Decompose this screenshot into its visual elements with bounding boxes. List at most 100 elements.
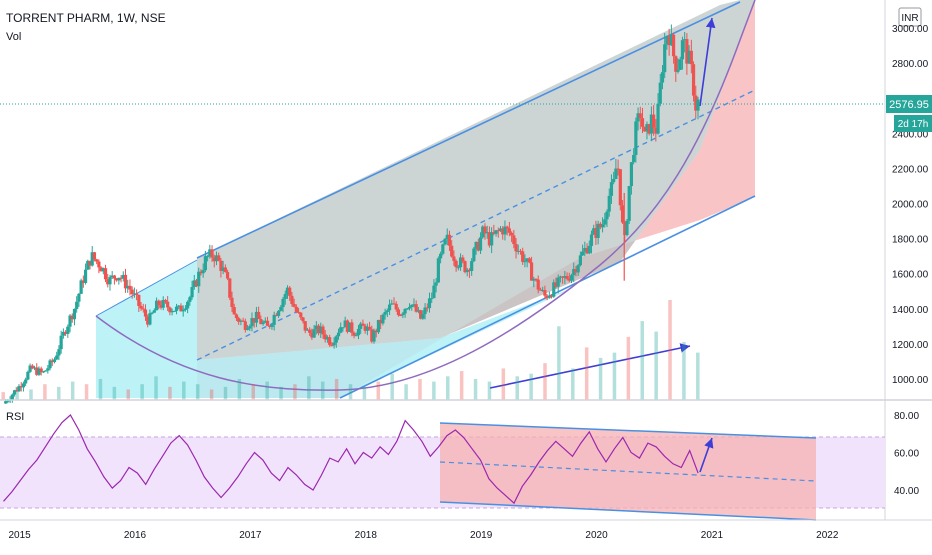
volume-bar	[279, 386, 283, 400]
price-candle	[687, 45, 691, 64]
price-candle	[487, 226, 492, 248]
price-candle	[501, 226, 505, 240]
price-candle	[447, 230, 452, 251]
price-candle	[159, 300, 163, 310]
time-tick-label: 2017	[239, 530, 262, 541]
price-candle	[328, 334, 332, 347]
price-candle	[425, 303, 429, 312]
volume-bar	[390, 373, 394, 400]
volume-bar	[293, 384, 297, 400]
price-candle	[343, 316, 347, 328]
volume-bar	[446, 376, 450, 400]
symbol-title: TORRENT PHARM, 1W, NSE	[6, 11, 166, 25]
price-candle	[558, 275, 563, 283]
price-candle	[430, 292, 434, 304]
price-candle	[292, 298, 296, 308]
price-candle	[166, 296, 170, 311]
price-candle	[387, 299, 392, 315]
price-candle	[356, 324, 361, 340]
price-candle	[126, 279, 130, 293]
last-price-tag: 2576.95 2d 17h	[886, 95, 932, 132]
price-candle	[472, 246, 476, 263]
price-candle	[569, 273, 574, 284]
price-candle	[299, 312, 303, 321]
price-candle	[170, 308, 174, 316]
price-candle	[272, 311, 276, 331]
price-candle	[115, 278, 119, 282]
price-axis-bg	[885, 0, 932, 550]
price-candle	[197, 267, 201, 293]
currency-badge[interactable]: INR	[898, 7, 922, 27]
price-candle	[234, 313, 239, 321]
candle-layer	[4, 24, 700, 404]
volume-bar	[70, 381, 75, 400]
price-candle	[658, 73, 662, 107]
price-candle	[416, 307, 421, 314]
volume-layer	[1, 300, 700, 400]
price-candle	[563, 271, 567, 285]
price-tick-label: 1800.00	[892, 235, 929, 246]
price-candle	[143, 304, 148, 321]
channel-gray-region	[197, 0, 755, 360]
price-candle	[325, 335, 330, 343]
price-candle	[689, 39, 693, 74]
price-candle	[257, 306, 261, 320]
volume-bar	[640, 321, 645, 400]
price-candle	[671, 32, 676, 64]
volume-bar	[348, 384, 353, 400]
price-candle	[308, 327, 312, 336]
price-candle	[137, 294, 141, 313]
rsi-channel-lower	[439, 501, 817, 521]
price-candle	[696, 96, 700, 120]
price-candle	[374, 328, 378, 338]
price-candle	[108, 274, 112, 291]
price-candle	[443, 237, 447, 246]
price-tick-label: 2000.00	[892, 200, 929, 211]
price-ticks: 1000.00 1200.00 1400.00 1600.00 1800.00 2000.…	[892, 24, 929, 386]
price-candle	[518, 248, 523, 255]
price-candle	[354, 332, 358, 337]
price-candle	[321, 324, 325, 339]
price-candle	[274, 312, 278, 317]
rsi-tick-label: 60.00	[894, 449, 919, 460]
volume-bar	[418, 378, 422, 400]
price-candle	[625, 218, 629, 237]
price-candle	[101, 267, 105, 275]
price-candle	[367, 321, 372, 331]
price-candle	[545, 294, 549, 301]
price-candle	[183, 305, 188, 312]
price-candle	[92, 251, 97, 262]
price-candle	[123, 268, 128, 293]
price-candle	[26, 370, 30, 381]
price-candle	[536, 275, 540, 294]
price-candle	[561, 276, 565, 284]
price-candle	[521, 247, 525, 265]
price-candle	[592, 224, 596, 236]
rsi-label: RSI	[6, 411, 24, 423]
price-trendlines	[95, 0, 756, 399]
price-candle	[352, 331, 356, 339]
price-candle	[66, 324, 70, 338]
price-candle	[70, 313, 74, 323]
volume-bar	[473, 378, 478, 400]
cup-curve	[95, 0, 756, 391]
price-candle	[97, 259, 101, 274]
price-candle	[59, 330, 63, 354]
price-candle	[345, 319, 349, 334]
price-candle	[57, 345, 61, 360]
price-candle	[223, 264, 227, 273]
price-candle	[523, 254, 527, 268]
price-candle	[654, 119, 658, 142]
volume-bar	[168, 386, 172, 400]
price-candle	[669, 24, 673, 47]
price-candle	[492, 224, 496, 236]
price-candle	[676, 58, 680, 74]
price-candle	[15, 387, 19, 392]
cyan-upper-edge	[95, 259, 198, 317]
price-candle	[576, 264, 580, 276]
price-candle	[565, 272, 569, 281]
price-candle	[192, 274, 196, 290]
price-candle	[656, 93, 660, 135]
price-candle	[119, 275, 123, 283]
volume-bar	[334, 378, 339, 400]
